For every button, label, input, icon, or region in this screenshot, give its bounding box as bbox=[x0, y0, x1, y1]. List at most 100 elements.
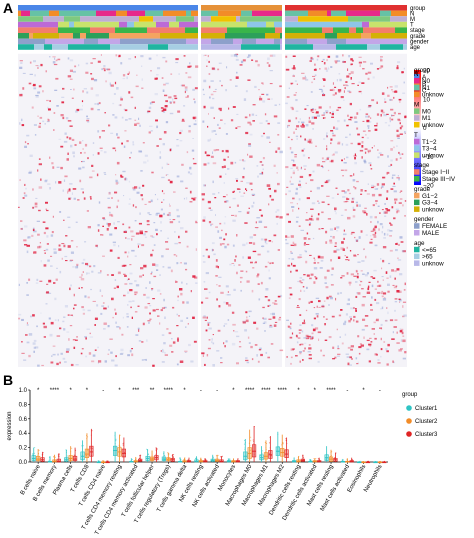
heatmap-cell bbox=[187, 323, 189, 325]
heatmap-cell bbox=[120, 98, 123, 101]
heatmap-cell bbox=[226, 66, 228, 69]
annotation-cell bbox=[201, 10, 218, 17]
annotation-cell bbox=[84, 38, 98, 45]
heatmap-cell bbox=[373, 333, 375, 335]
heatmap-cell bbox=[378, 228, 380, 231]
heatmap-cell bbox=[225, 200, 229, 203]
heatmap-cell bbox=[72, 70, 76, 73]
heatmap-cell bbox=[277, 295, 281, 298]
heatmap-cell bbox=[340, 309, 343, 311]
heatmap-cell bbox=[347, 198, 350, 200]
heatmap-cell bbox=[178, 315, 180, 317]
heatmap-cell bbox=[75, 110, 78, 113]
heatmap-cell bbox=[336, 79, 338, 82]
heatmap-cell bbox=[395, 285, 398, 287]
annotation-cell bbox=[52, 44, 68, 50]
heatmap-cell bbox=[221, 166, 224, 169]
annotation-cell bbox=[160, 33, 168, 39]
heatmap-cell bbox=[355, 239, 359, 242]
heatmap-cell bbox=[391, 206, 394, 209]
heatmap-cell bbox=[100, 234, 103, 236]
heatmap-cell bbox=[214, 197, 217, 199]
box-point bbox=[362, 461, 364, 462]
heatmap-cell bbox=[236, 113, 239, 115]
heatmap-cell bbox=[206, 65, 208, 67]
heatmap-cell bbox=[292, 74, 295, 76]
heatmap-cell bbox=[398, 119, 401, 122]
box-point bbox=[315, 458, 317, 459]
heatmap-cell bbox=[246, 316, 248, 319]
heatmap-cell bbox=[141, 359, 144, 361]
box-point bbox=[384, 461, 386, 463]
heatmap-cell bbox=[352, 208, 356, 211]
heatmap-cell bbox=[326, 195, 330, 197]
heatmap-cell bbox=[33, 230, 37, 233]
heatmap-cell bbox=[63, 140, 68, 143]
heatmap-cell bbox=[225, 340, 228, 343]
box-point bbox=[358, 461, 359, 463]
heatmap-cell bbox=[390, 148, 393, 151]
heatmap-cell bbox=[378, 193, 382, 197]
heatmap-cell bbox=[114, 81, 117, 85]
heatmap-cell bbox=[298, 198, 301, 201]
heatmap-cell bbox=[83, 197, 86, 200]
annotation-cell bbox=[186, 38, 198, 45]
heatmap-cell bbox=[399, 301, 401, 303]
heatmap-cell bbox=[181, 118, 185, 121]
heatmap-cell bbox=[381, 185, 384, 188]
N-legend-swatch bbox=[414, 91, 420, 98]
heatmap-cell bbox=[321, 157, 324, 160]
box-point bbox=[119, 434, 121, 436]
heatmap-cell bbox=[24, 225, 28, 228]
legend-label-cluster3: Cluster3 bbox=[415, 432, 438, 438]
heatmap-cell bbox=[111, 214, 114, 217]
heatmap-cell bbox=[297, 280, 300, 283]
heatmap-cell bbox=[201, 193, 205, 196]
heatmap-cell bbox=[268, 269, 270, 272]
heatmap-cell bbox=[71, 97, 74, 99]
heatmap-cell bbox=[359, 149, 364, 152]
heatmap-cell bbox=[347, 346, 351, 349]
heatmap-cell bbox=[32, 188, 34, 191]
heatmap-cell bbox=[305, 244, 310, 245]
heatmap-cell bbox=[361, 328, 365, 331]
heatmap-cell bbox=[129, 282, 133, 285]
heatmap-cell bbox=[227, 291, 229, 293]
significance-mark: ** bbox=[150, 388, 155, 394]
heatmap-cell bbox=[374, 216, 377, 219]
heatmap-cell bbox=[265, 242, 268, 245]
heatmap-cell bbox=[273, 115, 278, 118]
box-point bbox=[75, 455, 76, 457]
box-point bbox=[81, 456, 83, 458]
heatmap-cell bbox=[329, 241, 333, 244]
heatmap-cell bbox=[383, 341, 386, 343]
heatmap-cell bbox=[124, 109, 128, 112]
heatmap-cell bbox=[28, 278, 31, 281]
heatmap-cell bbox=[371, 193, 376, 197]
heatmap-cell bbox=[308, 217, 313, 221]
box-point bbox=[221, 456, 223, 458]
age-legend-label: unknow bbox=[422, 260, 444, 267]
heatmap-cell bbox=[97, 361, 99, 364]
heatmap-cell bbox=[400, 339, 402, 342]
heatmap-cell bbox=[50, 234, 54, 237]
heatmap-cell bbox=[300, 125, 302, 128]
heatmap-cell bbox=[287, 136, 290, 138]
heatmap-cell bbox=[280, 294, 283, 298]
box-point bbox=[188, 460, 190, 462]
box-point bbox=[303, 457, 305, 459]
heatmap-cell bbox=[324, 67, 327, 70]
heatmap-cell bbox=[389, 98, 392, 101]
box-point bbox=[81, 455, 83, 457]
heatmap-cell bbox=[72, 151, 75, 155]
annotation-cell bbox=[186, 10, 191, 17]
box-point bbox=[253, 443, 255, 444]
heatmap-cell bbox=[329, 112, 331, 114]
heatmap-cell bbox=[186, 317, 189, 319]
heatmap-cell bbox=[66, 331, 70, 333]
heatmap-cell bbox=[24, 244, 28, 246]
box-point bbox=[217, 460, 219, 462]
heatmap-cell bbox=[404, 200, 407, 202]
heatmap-cell bbox=[21, 124, 25, 127]
heatmap-cell bbox=[177, 339, 179, 342]
